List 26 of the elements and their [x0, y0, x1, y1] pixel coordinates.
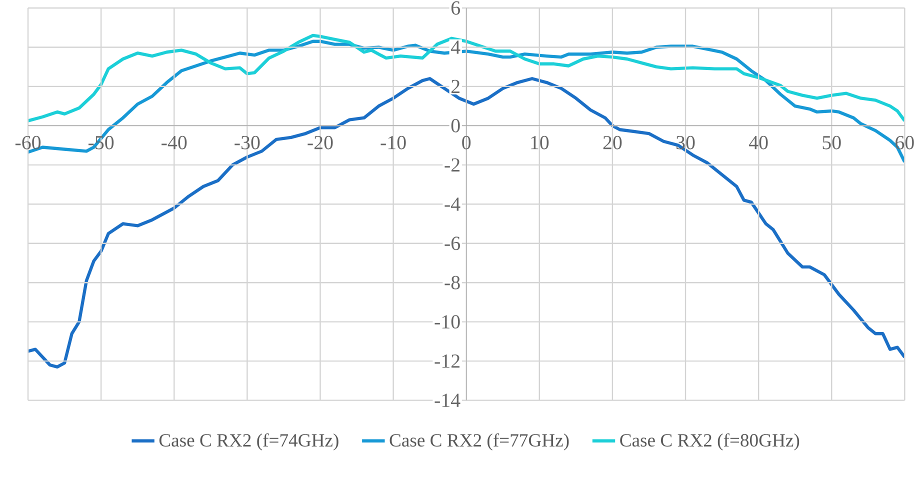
y-tick-label: 2 — [451, 80, 460, 94]
legend-label: Case C RX2 (f=77GHz) — [390, 433, 569, 450]
y-tick-label: -8 — [444, 276, 460, 290]
y-tick-label: -2 — [444, 158, 460, 172]
y-tick-label: -14 — [434, 394, 460, 407]
x-tick-label: -30 — [234, 136, 260, 150]
x-tick-label: 60 — [896, 136, 914, 150]
x-tick-label: 10 — [531, 136, 549, 150]
x-tick-label: -60 — [15, 136, 41, 150]
x-tick-label: 40 — [748, 136, 768, 150]
x-tick-label: -10 — [380, 136, 406, 150]
x-tick-label: -20 — [308, 136, 333, 150]
y-tick-label: -4 — [444, 198, 460, 211]
y-tick-label: -12 — [434, 354, 460, 368]
x-tick-label: 20 — [603, 136, 622, 150]
legend-label: Case C RX2 (f=74GHz) — [159, 433, 338, 450]
x-tick-label: 0 — [462, 136, 471, 150]
y-tick-label: -10 — [434, 315, 460, 329]
y-tick-label: 6 — [451, 1, 460, 15]
y-tick-label: 0 — [451, 118, 460, 132]
y-tick-label: 4 — [451, 40, 460, 54]
y-tick-label: -6 — [444, 236, 460, 250]
legend-label: Case C RX2 (f=80GHz) — [620, 433, 800, 450]
x-tick-label: -40 — [162, 136, 187, 150]
x-tick-label: 50 — [822, 136, 841, 150]
x-tick-label: 30 — [676, 136, 695, 150]
